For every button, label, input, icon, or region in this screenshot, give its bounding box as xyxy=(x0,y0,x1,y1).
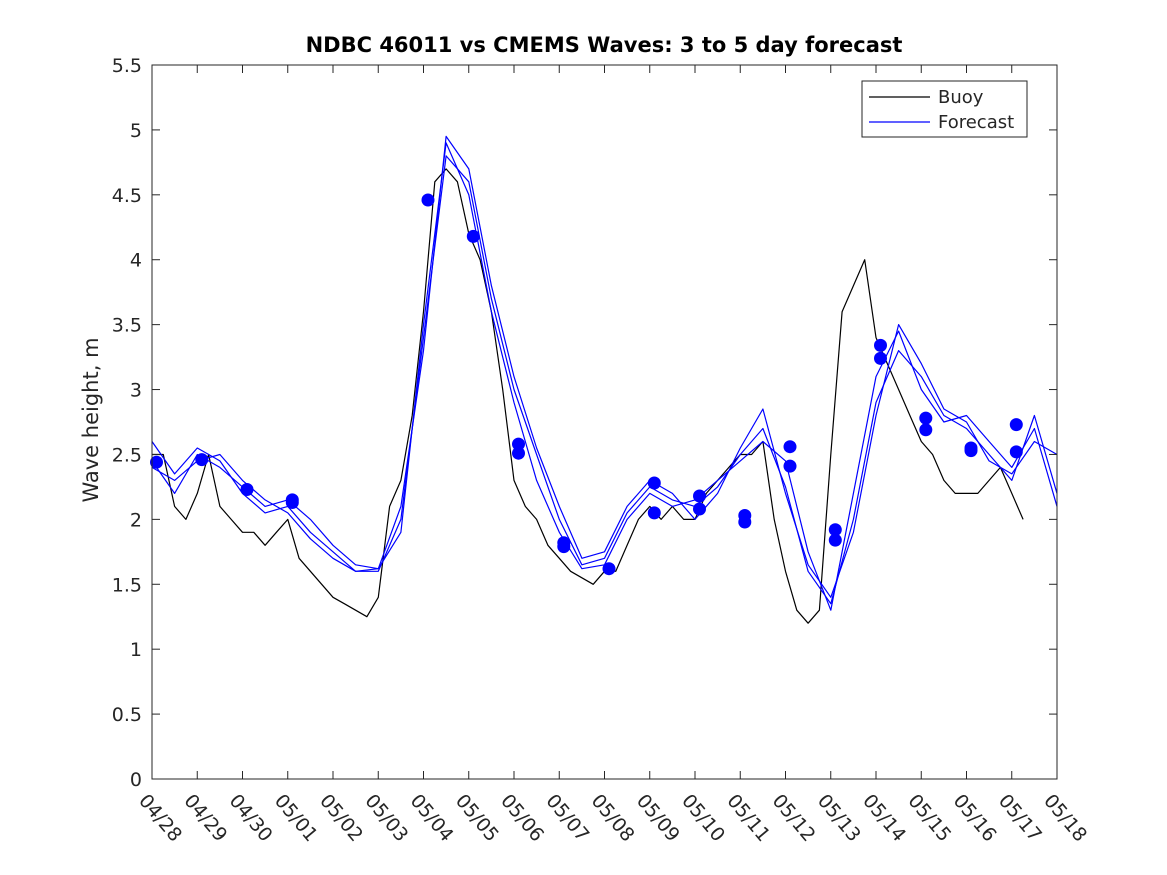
legend: Buoy Forecast xyxy=(861,80,1028,138)
y-tick-label: 4.5 xyxy=(112,185,142,207)
y-tick-label: 5 xyxy=(130,120,142,142)
y-tick-label: 3 xyxy=(130,380,142,402)
chart-title: NDBC 46011 vs CMEMS Waves: 3 to 5 day fo… xyxy=(306,33,903,57)
forecast-marker-20 xyxy=(828,523,842,537)
forecast-marker-25 xyxy=(919,423,933,437)
legend-box xyxy=(861,80,1028,138)
marker-layer xyxy=(150,193,1023,576)
forecast-marker-1 xyxy=(195,453,209,467)
y-tick-label: 2 xyxy=(130,509,142,531)
forecast-marker-22 xyxy=(874,338,887,352)
forecast-marker-17 xyxy=(738,515,752,529)
forecast-marker-4 xyxy=(285,496,299,509)
forecast-marker-12 xyxy=(647,476,661,490)
forecast-marker-10 xyxy=(557,540,571,554)
forecast-marker-2 xyxy=(240,483,254,496)
forecast-marker-27 xyxy=(964,444,978,458)
forecast-marker-13 xyxy=(647,506,661,520)
forecast-marker-21 xyxy=(828,533,842,547)
forecast-marker-8 xyxy=(512,446,525,460)
forecast-marker-23 xyxy=(874,351,887,365)
legend-label-buoy: Buoy xyxy=(938,87,984,108)
forecast-marker-28 xyxy=(1009,418,1023,432)
y-tick-label: 2.5 xyxy=(112,444,142,466)
y-tick-label: 3.5 xyxy=(112,315,142,337)
y-tick-label: 4 xyxy=(130,250,142,272)
legend-label-forecast: Forecast xyxy=(938,112,1014,133)
y-tick-label: 1 xyxy=(130,639,142,661)
forecast-marker-0 xyxy=(150,455,163,469)
forecast-marker-5 xyxy=(421,193,435,207)
forecast-marker-15 xyxy=(693,502,706,516)
forecast-marker-6 xyxy=(466,229,480,243)
forecast-marker-11 xyxy=(602,562,616,576)
y-axis-label: Wave height, m xyxy=(79,337,103,502)
forecast-marker-7 xyxy=(512,437,525,451)
y-tick-label: 5.5 xyxy=(112,55,142,77)
forecast-marker-29 xyxy=(1009,445,1023,459)
forecast-marker-14 xyxy=(693,489,706,503)
y-tick-label: 0 xyxy=(130,769,142,791)
series-line-forecast-3 xyxy=(151,135,1058,598)
series-line-forecast-2 xyxy=(151,155,1058,605)
plot-area xyxy=(152,65,1057,779)
forecast-marker-18 xyxy=(783,440,797,454)
y-tick-label: 0.5 xyxy=(112,704,142,726)
forecast-marker-24 xyxy=(919,411,933,425)
forecast-marker-19 xyxy=(783,459,797,473)
y-tick-label: 1.5 xyxy=(112,574,142,596)
axes-background xyxy=(152,65,1057,779)
